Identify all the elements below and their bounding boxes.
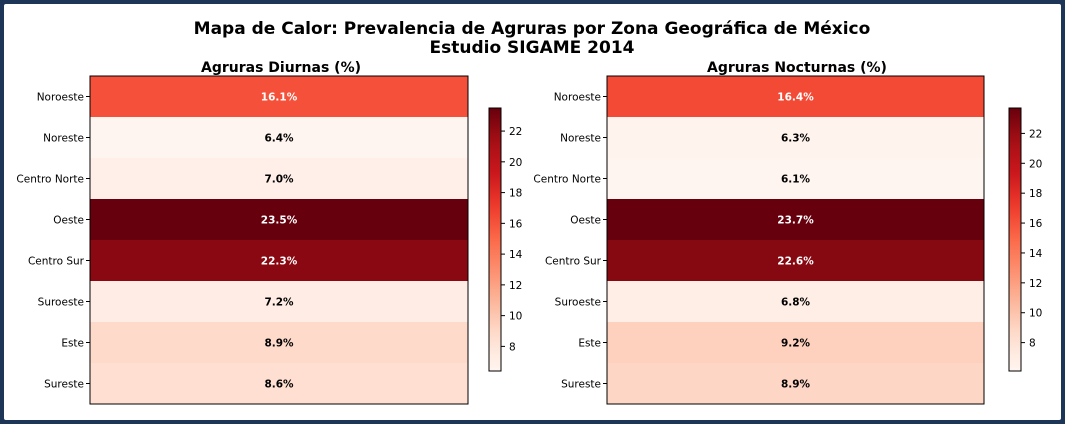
cell-value-label: 6.3% [781, 133, 811, 145]
colorbar-tick-label: 18 [509, 188, 522, 200]
cell-value-label: 8.6% [264, 379, 294, 391]
heatmap-cell [607, 322, 984, 363]
row-label: Suroeste [555, 297, 601, 309]
row-label: Sureste [44, 379, 84, 391]
heatmap-cell [90, 281, 468, 322]
colorbar-tick-label: 16 [1029, 218, 1043, 230]
colorbar-tick-label: 18 [1029, 188, 1042, 200]
panel-title-nocturnas: Agruras Nocturnas (%) [707, 60, 887, 76]
chart-title: Mapa de Calor: Prevalencia de Agruras po… [194, 19, 871, 39]
chart-frame: Mapa de Calor: Prevalencia de Agruras po… [4, 4, 1061, 420]
colorbar-tick-label: 12 [1029, 278, 1042, 290]
row-label: Oeste [570, 215, 601, 227]
heatmap-cell [90, 322, 468, 363]
heatmap-cell [90, 158, 468, 199]
colorbar-tick-label: 14 [509, 249, 523, 261]
row-label: Oeste [53, 215, 84, 227]
heatmap-cell [607, 158, 984, 199]
heatmap-cell [90, 117, 468, 158]
cell-value-label: 23.5% [261, 215, 298, 227]
heatmap-cell [607, 76, 984, 117]
colorbar-tick-label: 8 [509, 341, 516, 353]
panel-title-diurnas: Agruras Diurnas (%) [201, 60, 361, 76]
colorbar-tick-label: 12 [509, 280, 522, 292]
heatmap-cell [607, 363, 984, 404]
colorbar [1008, 107, 1022, 372]
row-label: Centro Norte [16, 174, 84, 186]
cell-value-label: 22.6% [777, 256, 814, 268]
colorbar-tick-label: 14 [1029, 248, 1043, 260]
cell-value-label: 8.9% [781, 379, 811, 391]
heatmap-cell [90, 363, 468, 404]
row-label: Noroeste [554, 92, 601, 104]
heatmap-cell [607, 199, 984, 240]
colorbar-tick-label: 10 [509, 311, 522, 323]
cell-value-label: 7.2% [264, 297, 294, 309]
cell-value-label: 6.4% [264, 133, 294, 145]
row-label: Este [578, 338, 601, 350]
cell-value-label: 22.3% [261, 256, 298, 268]
heatmap-cell [90, 240, 468, 281]
heatmap-cell [607, 117, 984, 158]
cell-value-label: 6.8% [781, 297, 811, 309]
row-label: Noreste [43, 133, 84, 145]
row-label: Noroeste [37, 92, 84, 104]
chart-subtitle: Estudio SIGAME 2014 [430, 38, 635, 58]
row-label: Noreste [560, 133, 601, 145]
colorbar-tick-label: 22 [1029, 128, 1042, 140]
colorbar-tick-label: 20 [1029, 158, 1042, 170]
row-label: Centro Sur [545, 256, 602, 268]
cell-value-label: 7.0% [264, 174, 294, 186]
cell-value-label: 6.1% [781, 174, 811, 186]
panel-nocturnas: Agruras Nocturnas (%) Noroeste 16.4% Nores… [533, 60, 1043, 405]
heatmap-figure: Mapa de Calor: Prevalencia de Agruras po… [16, 19, 1043, 405]
row-label: Suroeste [38, 297, 84, 309]
panel-diurnas: Agruras Diurnas (%) Noroeste 16.1% Noreste… [16, 60, 523, 405]
heatmap-border [606, 75, 985, 405]
colorbar-tick-label: 16 [509, 218, 523, 230]
row-label: Sureste [561, 379, 601, 391]
cell-value-label: 9.2% [781, 338, 811, 350]
cell-value-label: 16.1% [261, 92, 298, 104]
cell-value-label: 8.9% [264, 338, 294, 350]
heatmap-cell [90, 76, 468, 117]
row-label: Centro Norte [533, 174, 601, 186]
colorbar-tick-label: 10 [1029, 308, 1042, 320]
colorbar [488, 107, 502, 372]
colorbar-tick-label: 8 [1029, 338, 1036, 350]
colorbar-tick-label: 22 [509, 126, 522, 138]
heatmap-cell [607, 240, 984, 281]
row-label: Centro Sur [28, 256, 85, 268]
heatmap-cell [607, 281, 984, 322]
heatmap-cell [90, 199, 468, 240]
colorbar-tick-label: 20 [509, 157, 522, 169]
row-label: Este [61, 338, 84, 350]
cell-value-label: 23.7% [777, 215, 814, 227]
heatmap-border [89, 75, 469, 405]
cell-value-label: 16.4% [777, 92, 814, 104]
